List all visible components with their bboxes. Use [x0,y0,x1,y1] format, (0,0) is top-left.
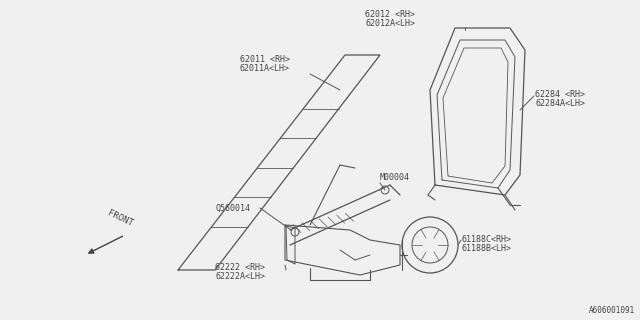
Text: 62222 <RH>: 62222 <RH> [215,263,265,272]
Text: 62284 <RH>: 62284 <RH> [535,90,585,99]
Text: 61188B<LH>: 61188B<LH> [462,244,512,253]
Text: FRONT: FRONT [106,209,134,228]
Text: A606001091: A606001091 [589,306,635,315]
Text: 62222A<LH>: 62222A<LH> [215,272,265,281]
Text: 62011 <RH>: 62011 <RH> [240,55,290,64]
Text: 62012A<LH>: 62012A<LH> [365,19,415,28]
Text: M00004: M00004 [380,173,410,182]
Text: Q560014: Q560014 [215,204,250,212]
Text: 62284A<LH>: 62284A<LH> [535,99,585,108]
Text: 61188C<RH>: 61188C<RH> [462,235,512,244]
Text: 62011A<LH>: 62011A<LH> [240,64,290,73]
Text: 62012 <RH>: 62012 <RH> [365,10,415,19]
